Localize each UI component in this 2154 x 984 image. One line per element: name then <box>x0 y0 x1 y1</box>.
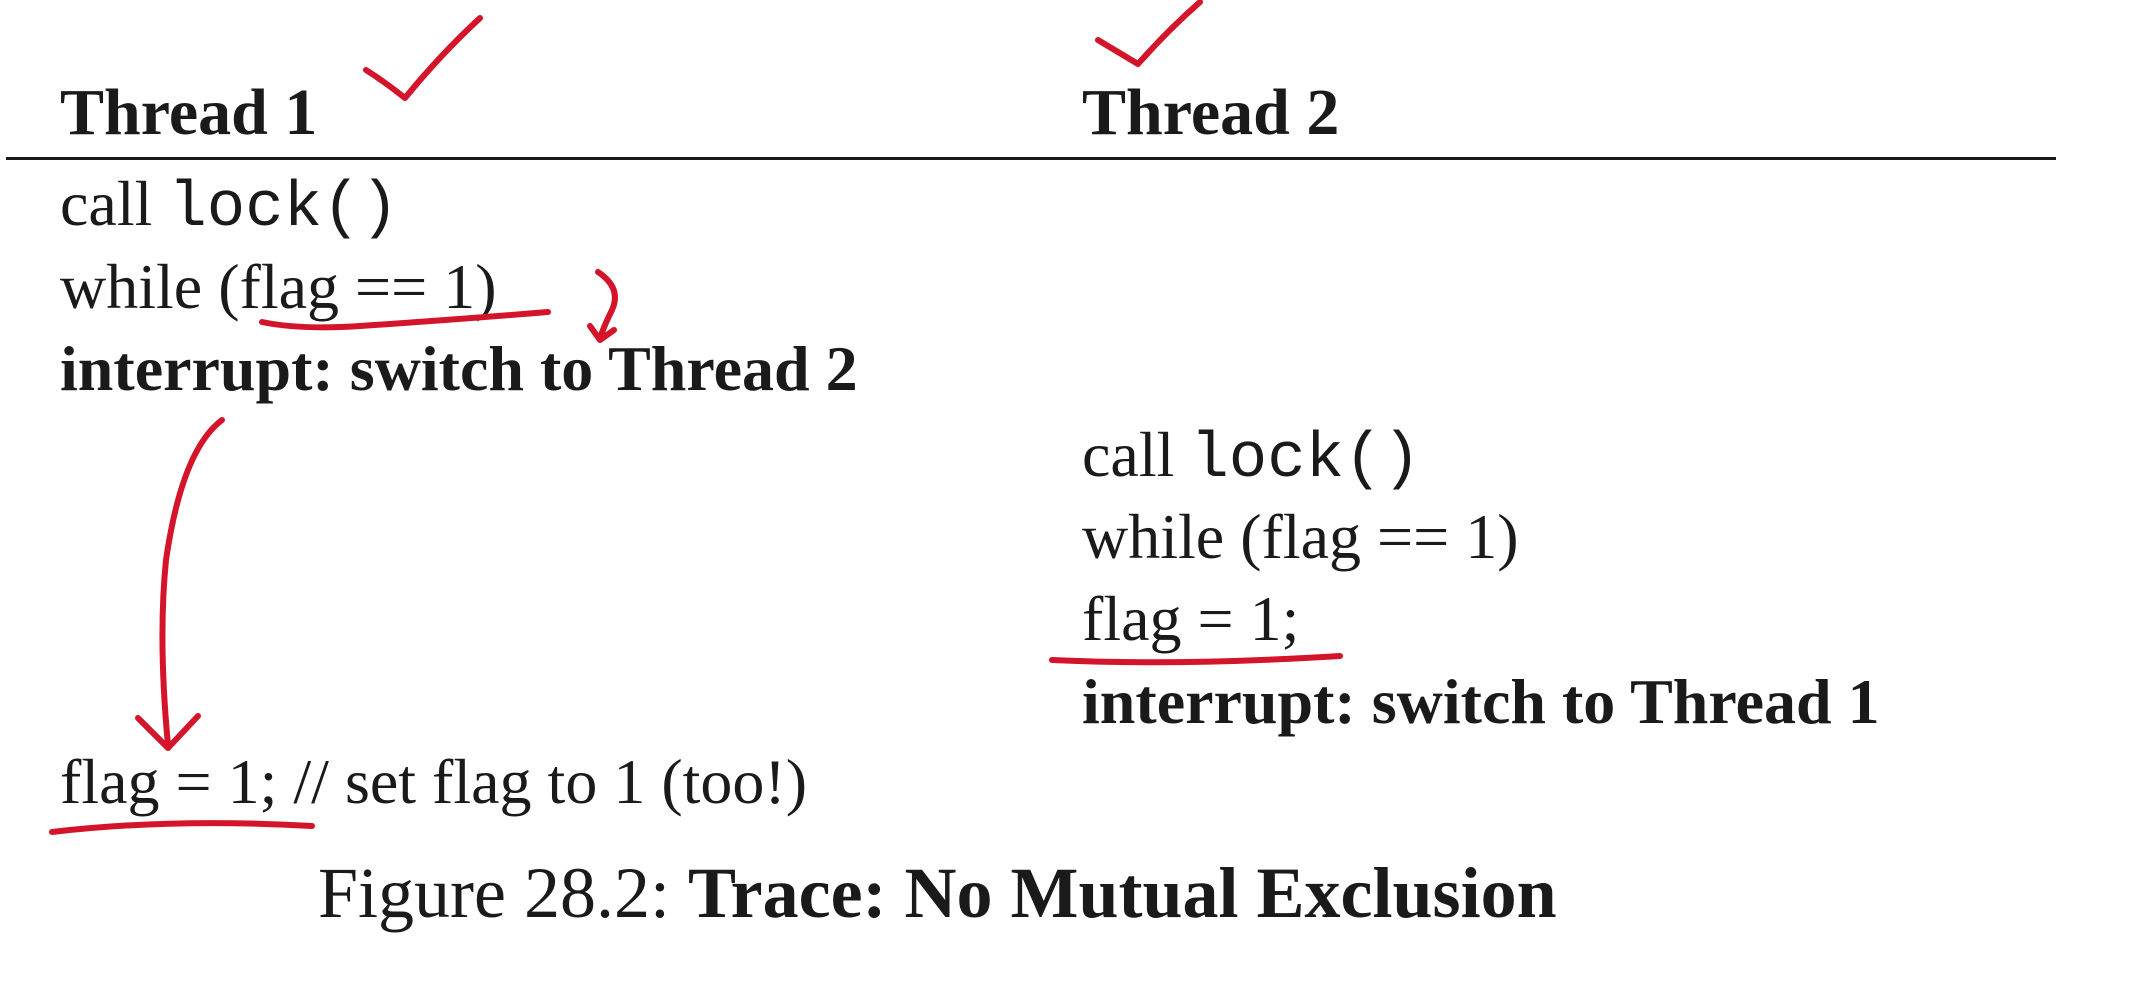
underline <box>49 820 315 835</box>
lock-function: lock() <box>168 173 399 245</box>
thread-1-set-flag: flag = 1; // set flag to 1 (too!) <box>60 750 807 814</box>
down-arrow-icon <box>159 417 225 748</box>
figure-label: Figure 28.2: <box>318 853 670 933</box>
figure-title: Trace: No Mutual Exclusion <box>687 853 1557 933</box>
call-word: call <box>1082 419 1175 490</box>
thread-1-header: Thread 1 <box>60 76 318 149</box>
checkmark-icon <box>363 15 483 101</box>
header-divider <box>6 157 2056 160</box>
thread-1-call-lock: call lock() <box>60 172 399 242</box>
figure-caption: Figure 28.2: Trace: No Mutual Exclusion <box>318 852 1557 935</box>
down-arrow-icon <box>135 713 201 751</box>
thread-2-while-check: while (flag == 1) <box>1082 501 1519 572</box>
call-word: call <box>60 168 153 239</box>
checkmark-icon <box>1095 0 1203 67</box>
thread-1-interrupt: interrupt: switch to Thread 2 <box>60 333 858 404</box>
thread-2-interrupt: interrupt: switch to Thread 1 <box>1082 666 1880 737</box>
thread-2-call-lock: call lock() <box>1082 423 1421 493</box>
thread-2-set-flag: flag = 1; <box>1082 583 1300 654</box>
curved-arrow-icon <box>595 269 618 341</box>
set-flag-code: flag = 1; <box>60 746 278 817</box>
set-flag-comment: // set flag to 1 (too!) <box>293 746 808 817</box>
thread-2-header: Thread 2 <box>1082 76 1340 149</box>
underline <box>1049 653 1343 666</box>
lock-function: lock() <box>1190 424 1421 496</box>
thread-1-while-check: while (flag == 1) <box>60 251 497 322</box>
